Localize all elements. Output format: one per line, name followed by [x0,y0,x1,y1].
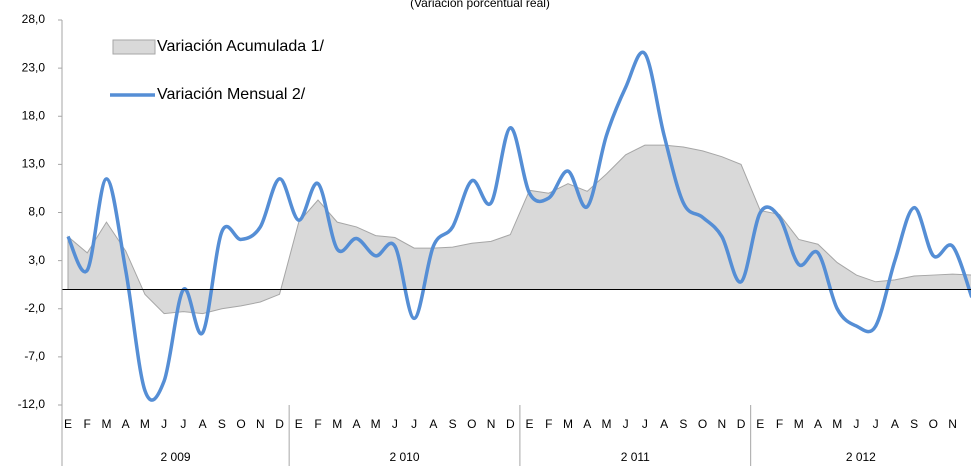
x-tick-label: D [737,417,746,431]
legend-label: Variación Acumulada 1/ [157,38,324,55]
legend-swatch [112,39,156,55]
y-tick-label: -2,0 [24,301,45,315]
x-tick-label: F [84,417,91,431]
x-tick-label: M [371,417,381,431]
group-label: 2 012 [846,450,876,464]
x-tick-label: E [64,417,72,431]
x-tick-label: S [218,417,226,431]
y-tick-label: 13,0 [22,157,46,171]
x-tick-label: A [660,417,668,431]
x-tick-label: M [101,417,111,431]
x-tick-label: O [929,417,938,431]
x-tick-label: M [601,417,611,431]
x-tick-label: O [467,417,476,431]
x-tick-label: O [236,417,245,431]
x-tick-label: N [487,417,496,431]
x-tick-label: E [756,417,764,431]
group-label: 2 010 [390,450,420,464]
chart-subtitle: (Variación porcentual real) [410,0,550,10]
x-tick-label: F [776,417,783,431]
x-tick-label: A [199,417,207,431]
x-tick-label: A [352,417,360,431]
x-tick-label: M [140,417,150,431]
x-tick-label: O [698,417,707,431]
x-tick-label: S [910,417,918,431]
x-tick-label: J [180,417,186,431]
x-tick-label: J [623,417,629,431]
x-tick-label: N [717,417,726,431]
y-tick-label: -12,0 [18,397,46,411]
x-tick-label: A [891,417,899,431]
x-tick-label: J [853,417,859,431]
x-tick-label: E [526,417,534,431]
x-tick-label: M [563,417,573,431]
x-tick-label: D [506,417,515,431]
area [67,144,971,315]
y-tick-label: -7,0 [24,349,45,363]
y-tick-label: 18,0 [22,108,46,122]
x-tick-label: M [794,417,804,431]
x-tick-label: N [256,417,265,431]
y-tick-label: 23,0 [22,60,46,74]
y-tick-label: 28,0 [22,12,46,26]
x-tick-label: F [314,417,321,431]
x-tick-label: J [411,417,417,431]
y-tick-label: 8,0 [28,205,45,219]
y-tick-label: 3,0 [28,253,45,267]
group-label: 2 009 [161,450,191,464]
x-tick-label: J [642,417,648,431]
x-tick-label: N [948,417,957,431]
x-tick-label: A [122,417,130,431]
group-label: 2 011 [621,450,650,464]
x-tick-label: J [392,417,398,431]
x-tick-label: A [429,417,437,431]
x-tick-label: J [873,417,879,431]
x-tick-label: E [295,417,303,431]
x-tick-label: A [583,417,591,431]
legend-label: Variación Mensual 2/ [157,86,306,103]
x-tick-label: A [814,417,822,431]
x-tick-label: S [679,417,687,431]
x-tick-label: F [545,417,552,431]
x-tick-label: M [832,417,842,431]
line [66,50,971,402]
x-tick-label: S [449,417,457,431]
x-tick-label: D [275,417,284,431]
x-tick-label: M [332,417,342,431]
x-tick-label: J [161,417,167,431]
